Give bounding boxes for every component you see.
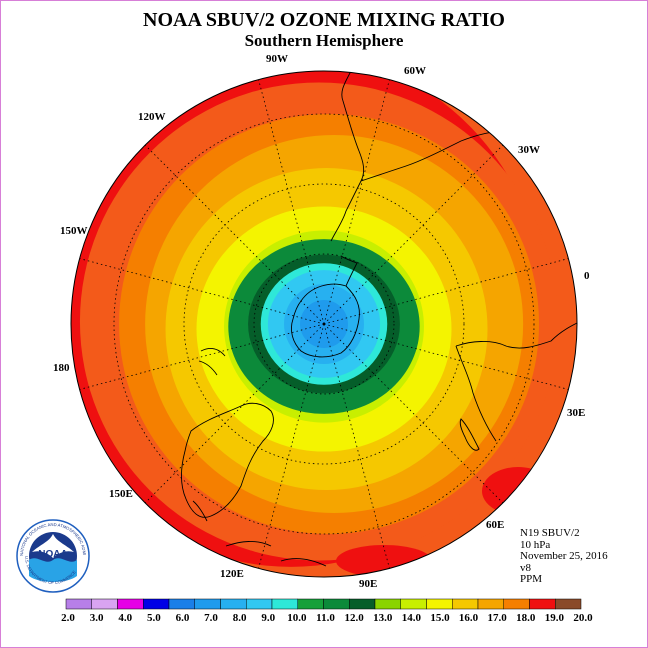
label-30w: 30W (518, 144, 540, 156)
meridian-line (323, 135, 513, 325)
colorbar-tick-label: 9.0 (261, 612, 275, 624)
colorbar-tick-label: 12.0 (344, 612, 364, 624)
meridian-line (323, 254, 577, 325)
latitude-circle (183, 183, 465, 465)
colorbar-tick-label: 6.0 (176, 612, 190, 624)
colorbar-tick-label: 10.0 (287, 612, 307, 624)
colorbar-swatch (168, 598, 195, 610)
label-120e: 120E (220, 568, 244, 580)
noaa-logo: NOAA NATIONAL OCEANIC AND ATMOSPHERIC AD… (15, 518, 90, 593)
colorbar-tick-label: 20.0 (573, 612, 593, 624)
globe-border (70, 70, 578, 578)
lat-lon-grid (71, 71, 577, 577)
meridian-line (71, 323, 325, 394)
colorbar-tick-label: 16.0 (459, 612, 479, 624)
latitude-circle (113, 113, 535, 535)
label-60w: 60W (404, 65, 426, 77)
colorbar-tick-label: 7.0 (204, 612, 218, 624)
info-block: N19 SBUV/2 10 hPa November 25, 2016 v8 P… (520, 527, 608, 586)
colorbar: 2.0 3.0 4.0 5.0 6.0 7.0 8.0 9.0 10.0 11.0 12.0 13.0… (61, 598, 593, 624)
colorbar-swatch (246, 598, 273, 610)
colorbar-swatch (91, 598, 118, 610)
colorbar-swatch (452, 598, 479, 610)
colorbar-swatch (374, 598, 401, 610)
label-90w: 90W (266, 53, 288, 65)
colorbar-swatch (349, 598, 376, 610)
colorbar-swatch (555, 598, 582, 610)
ozone-patch (336, 545, 432, 577)
colorbar-swatch (194, 598, 221, 610)
meridian-line (323, 323, 577, 394)
colorbar-tick-label: 11.0 (316, 612, 335, 624)
label-150e: 150E (109, 488, 133, 500)
colorbar-tick-label: 3.0 (90, 612, 104, 624)
label-60e: 60E (486, 519, 504, 531)
meridian-line (254, 323, 325, 577)
meridian-line (71, 254, 325, 325)
meridian-line (254, 71, 325, 325)
units-label: PPM (520, 573, 543, 585)
colorbar-swatch (426, 598, 453, 610)
ozone-patch (482, 467, 554, 515)
ozone-contour-field (71, 71, 577, 577)
meridian-line (323, 323, 394, 577)
colorbar-swatch (117, 598, 144, 610)
date-label: November 25, 2016 (520, 550, 608, 562)
latitude-circle (253, 253, 395, 395)
meridian-line (135, 135, 325, 325)
noaa-logo-text: NOAA (38, 549, 67, 560)
colorbar-tick-label: 18.0 (516, 612, 536, 624)
colorbar-swatch (65, 598, 92, 610)
label-150w: 150W (60, 225, 88, 237)
colorbar-swatch (477, 598, 504, 610)
colorbar-swatch (323, 598, 350, 610)
longitude-labels: 90W 60W 120W 30W 150W 0 180 30E 150E 60E… (53, 53, 590, 590)
meridian-line (323, 323, 513, 513)
label-180: 180 (53, 362, 70, 374)
colorbar-tick-label: 5.0 (147, 612, 161, 624)
colorbar-tick-label: 17.0 (488, 612, 508, 624)
colorbar-swatch (297, 598, 324, 610)
label-120w: 120W (138, 111, 166, 123)
colorbar-tick-label: 15.0 (430, 612, 450, 624)
colorbar-swatch (271, 598, 298, 610)
main-title: NOAA SBUV/2 OZONE MIXING RATIO (143, 9, 505, 31)
label-0: 0 (584, 270, 590, 282)
colorbar-tick-label: 14.0 (402, 612, 422, 624)
label-30e: 30E (567, 407, 585, 419)
colorbar-swatch (503, 598, 530, 610)
colorbar-swatch (220, 598, 247, 610)
subtitle: Southern Hemisphere (244, 31, 404, 50)
colorbar-swatch (143, 598, 170, 610)
meridian-line (323, 71, 394, 325)
label-90e: 90E (359, 578, 377, 590)
colorbar-tick-label: 8.0 (233, 612, 247, 624)
meridian-line (135, 323, 325, 513)
colorbar-swatch (529, 598, 556, 610)
colorbar-tick-label: 13.0 (373, 612, 393, 624)
pressure-level: 10 hPa (520, 538, 551, 551)
version-label: v8 (520, 561, 531, 574)
colorbar-swatch (400, 598, 427, 610)
colorbar-tick-label: 19.0 (545, 612, 565, 624)
satellite-label: N19 SBUV/2 (520, 527, 580, 539)
colorbar-tick-label: 4.0 (118, 612, 132, 624)
colorbar-tick-label: 2.0 (61, 612, 75, 624)
